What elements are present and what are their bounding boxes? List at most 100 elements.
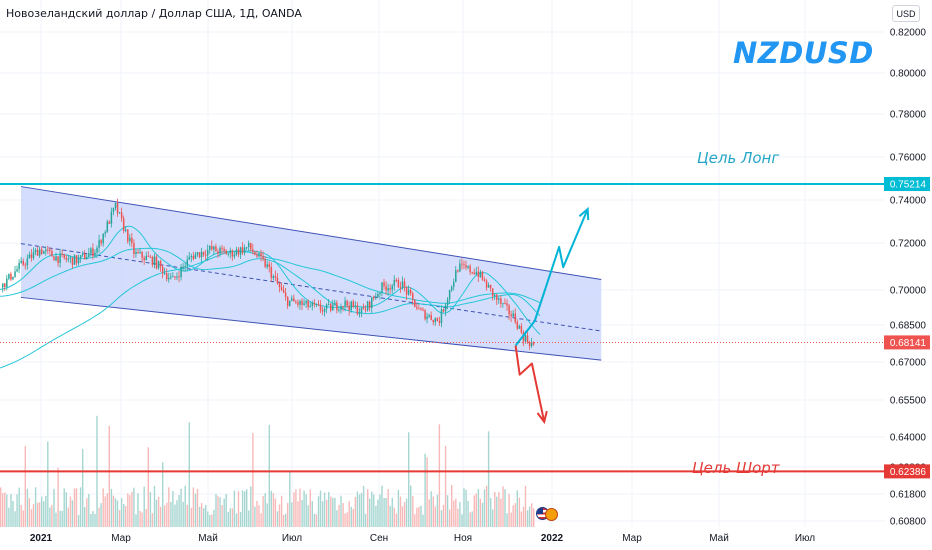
candle-body	[491, 288, 494, 297]
volume-bar	[200, 503, 203, 527]
candle-body	[297, 302, 299, 305]
volume-bar	[487, 431, 490, 527]
candle-body	[231, 250, 234, 257]
price-badge: 0.75214	[884, 177, 930, 191]
candle-body	[180, 266, 182, 278]
candle-body	[190, 256, 193, 257]
candle-body	[6, 278, 8, 287]
candle-body	[354, 305, 357, 307]
volume-bar	[522, 506, 525, 527]
candle-body	[108, 221, 111, 224]
volume-bar	[282, 515, 285, 527]
candle-body	[366, 301, 369, 310]
volume-bar	[297, 501, 299, 527]
candle-body	[301, 300, 303, 305]
candle-body	[412, 293, 414, 300]
volume-bar	[223, 498, 225, 527]
volume-bar	[47, 441, 49, 527]
candle-body	[71, 257, 74, 265]
candle-body	[422, 309, 424, 311]
candle-body	[45, 249, 47, 252]
forecast-long-arrowhead	[578, 206, 590, 220]
candle-body	[145, 255, 147, 261]
candle-body	[4, 283, 6, 287]
candle-body	[528, 342, 531, 347]
volume-bar	[178, 495, 180, 527]
volume-bar	[176, 500, 178, 527]
y-tick-label: 0.82000	[890, 28, 927, 39]
price-badge-bg	[884, 464, 930, 479]
candle-body	[268, 264, 270, 267]
candle-body	[102, 233, 104, 244]
candle-body	[217, 251, 219, 254]
candle-body	[77, 258, 80, 264]
volume-bar	[278, 504, 281, 527]
volume-bar	[235, 513, 238, 527]
candle-body	[223, 248, 225, 251]
candle-body	[356, 305, 359, 315]
candle-body	[32, 252, 35, 258]
candle-body	[381, 282, 383, 293]
price-badge: 0.68141	[884, 335, 930, 350]
candle-body	[459, 263, 461, 272]
candle-body	[243, 247, 246, 253]
candle-body	[8, 273, 10, 279]
forecast-short-arrowhead	[536, 410, 548, 425]
candle-body	[200, 251, 203, 258]
candle-body	[373, 297, 375, 299]
volume-bar	[518, 497, 521, 527]
volume-bar	[225, 493, 227, 527]
volume-bar	[436, 494, 439, 527]
volume-bar	[416, 507, 418, 527]
candle-body	[428, 315, 430, 317]
candle-body	[139, 251, 141, 253]
candle-body	[256, 254, 258, 257]
volume-bar	[440, 510, 443, 527]
volume-bar	[55, 512, 57, 527]
candle-body	[166, 273, 168, 280]
x-tick-label: Май	[709, 533, 729, 544]
price-badge-bg	[884, 335, 930, 350]
candle-body	[241, 247, 244, 253]
volume-bar	[348, 501, 350, 527]
volume-bar	[73, 488, 76, 527]
currency-button[interactable]: USD	[892, 5, 920, 22]
volume-bar	[336, 510, 338, 527]
candle-body	[262, 256, 264, 259]
volume-bar	[455, 498, 457, 527]
volume-bar	[24, 446, 26, 527]
volume-bar	[494, 491, 496, 527]
volume-bar	[186, 504, 188, 527]
candle-body	[153, 256, 156, 265]
volume-bar	[157, 496, 160, 527]
candle-body	[407, 289, 410, 295]
volume-bar	[430, 491, 432, 527]
volume-bar	[510, 512, 512, 527]
candle-body	[475, 271, 478, 275]
candle-body	[178, 276, 180, 278]
volume-bar	[385, 498, 387, 527]
candle-body	[434, 318, 437, 323]
price-badge-label: 0.62386	[890, 467, 927, 478]
volume-bar	[313, 513, 316, 527]
dividend-coin-icon[interactable]	[545, 508, 558, 521]
candle-body	[360, 307, 363, 313]
volume-bar	[143, 486, 145, 527]
candle-body	[342, 306, 344, 307]
volume-bar	[12, 501, 14, 527]
volume-bar	[22, 510, 24, 527]
volume-bar	[34, 487, 37, 527]
candle-body	[405, 287, 408, 295]
candle-body	[514, 313, 516, 323]
volume-bar	[285, 513, 287, 527]
candle-body	[26, 258, 29, 266]
volume-bar	[340, 495, 342, 527]
y-tick-label: 0.78000	[890, 110, 927, 121]
candle-body	[135, 252, 137, 255]
volume-bar	[483, 489, 486, 527]
candle-body	[221, 247, 223, 249]
candle-body	[147, 255, 150, 257]
volume-bar	[170, 501, 172, 527]
